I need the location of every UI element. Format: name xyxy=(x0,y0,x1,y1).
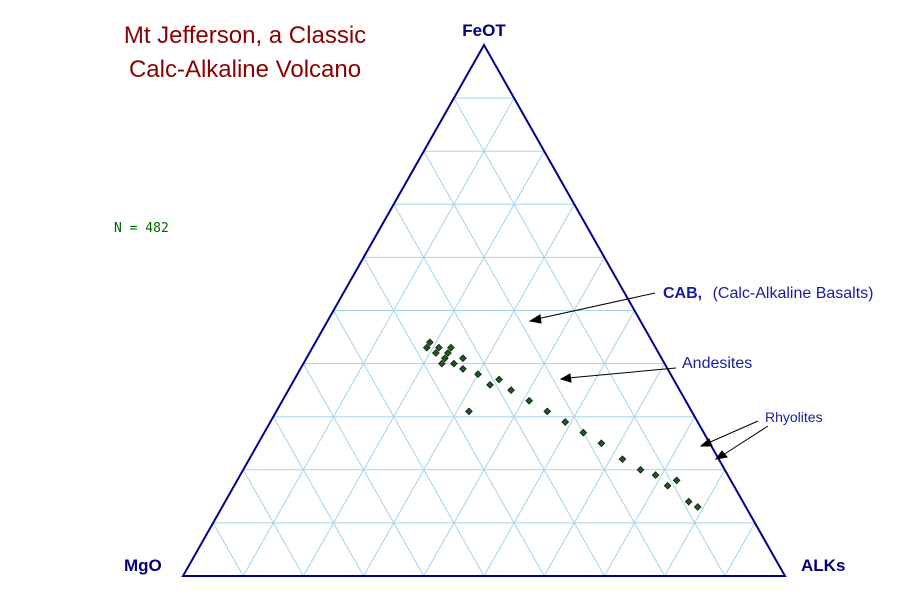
data-point xyxy=(507,386,515,394)
annotation-andesites: Andesites xyxy=(682,355,752,372)
annotation-cab-bold: CAB, xyxy=(663,285,702,302)
data-point xyxy=(444,349,452,357)
grid-line-mgo xyxy=(453,97,726,577)
andesites-arrow-line xyxy=(567,367,677,379)
grid-line-mgo xyxy=(272,416,365,577)
data-point xyxy=(432,349,440,357)
andesites-arrowhead xyxy=(559,373,572,383)
triangle-frame xyxy=(181,42,787,577)
grid-line-mgo xyxy=(423,150,666,577)
data-point xyxy=(422,343,431,352)
data-point xyxy=(435,343,443,352)
annotation-arrows xyxy=(528,292,769,460)
annotation-rhyolites: Rhyolites xyxy=(765,409,823,425)
data-point xyxy=(663,481,672,490)
data-point xyxy=(447,343,455,352)
grid-line-alks xyxy=(302,150,545,577)
data-point xyxy=(672,476,681,485)
data-point xyxy=(579,428,588,437)
vertex-label-alks: ALKs xyxy=(801,556,845,575)
grid-lines xyxy=(212,97,756,577)
sample-count: N = 482 xyxy=(114,221,169,236)
chart-title-line-1: Mt Jefferson, a Classic xyxy=(124,22,366,49)
data-point xyxy=(465,407,473,416)
data-point xyxy=(693,503,702,511)
data-point xyxy=(486,381,494,389)
grid-line-mgo xyxy=(393,204,605,577)
data-point xyxy=(474,370,482,379)
grid-line-alks xyxy=(603,416,696,577)
annotation-cab-rest: (Calc-Alkaline Basalts) xyxy=(713,285,874,302)
rhyolites-arrowhead-2 xyxy=(714,450,728,460)
data-point xyxy=(543,407,552,416)
data-point xyxy=(450,359,458,368)
data-point xyxy=(684,497,693,506)
data-point xyxy=(441,354,449,363)
data-point xyxy=(425,338,434,347)
data-point xyxy=(597,439,606,448)
grid-line-alks xyxy=(242,97,515,577)
cab-arrowhead xyxy=(528,314,542,324)
data-point xyxy=(618,455,627,464)
chart-title-line-2: Calc-Alkaline Volcano xyxy=(129,56,361,83)
data-point xyxy=(495,375,503,384)
grid-line-alks xyxy=(363,204,575,577)
vertex-label-mgo: MgO xyxy=(124,556,162,575)
rhyolites-arrow-line-2 xyxy=(722,425,769,456)
rhyolites-arrow-line-1 xyxy=(707,420,759,444)
cab-arrow-line xyxy=(536,292,656,320)
vertex-label-feot: FeOT xyxy=(462,21,506,40)
data-point xyxy=(651,471,660,479)
rhyolites-arrowhead-1 xyxy=(699,438,713,447)
data-point xyxy=(438,359,446,368)
data-point xyxy=(561,418,570,426)
grid-line-alks xyxy=(724,522,756,577)
data-point xyxy=(525,396,533,405)
grid-line-alks xyxy=(483,310,635,577)
annotation-cab: CAB, (Calc-Alkaline Basalts) xyxy=(663,285,874,302)
data-point xyxy=(636,465,645,474)
data-point xyxy=(459,365,467,373)
grid-line-mgo xyxy=(212,522,244,577)
data-point xyxy=(459,354,467,363)
grid-line-mgo xyxy=(333,310,485,577)
data-points xyxy=(422,338,702,511)
